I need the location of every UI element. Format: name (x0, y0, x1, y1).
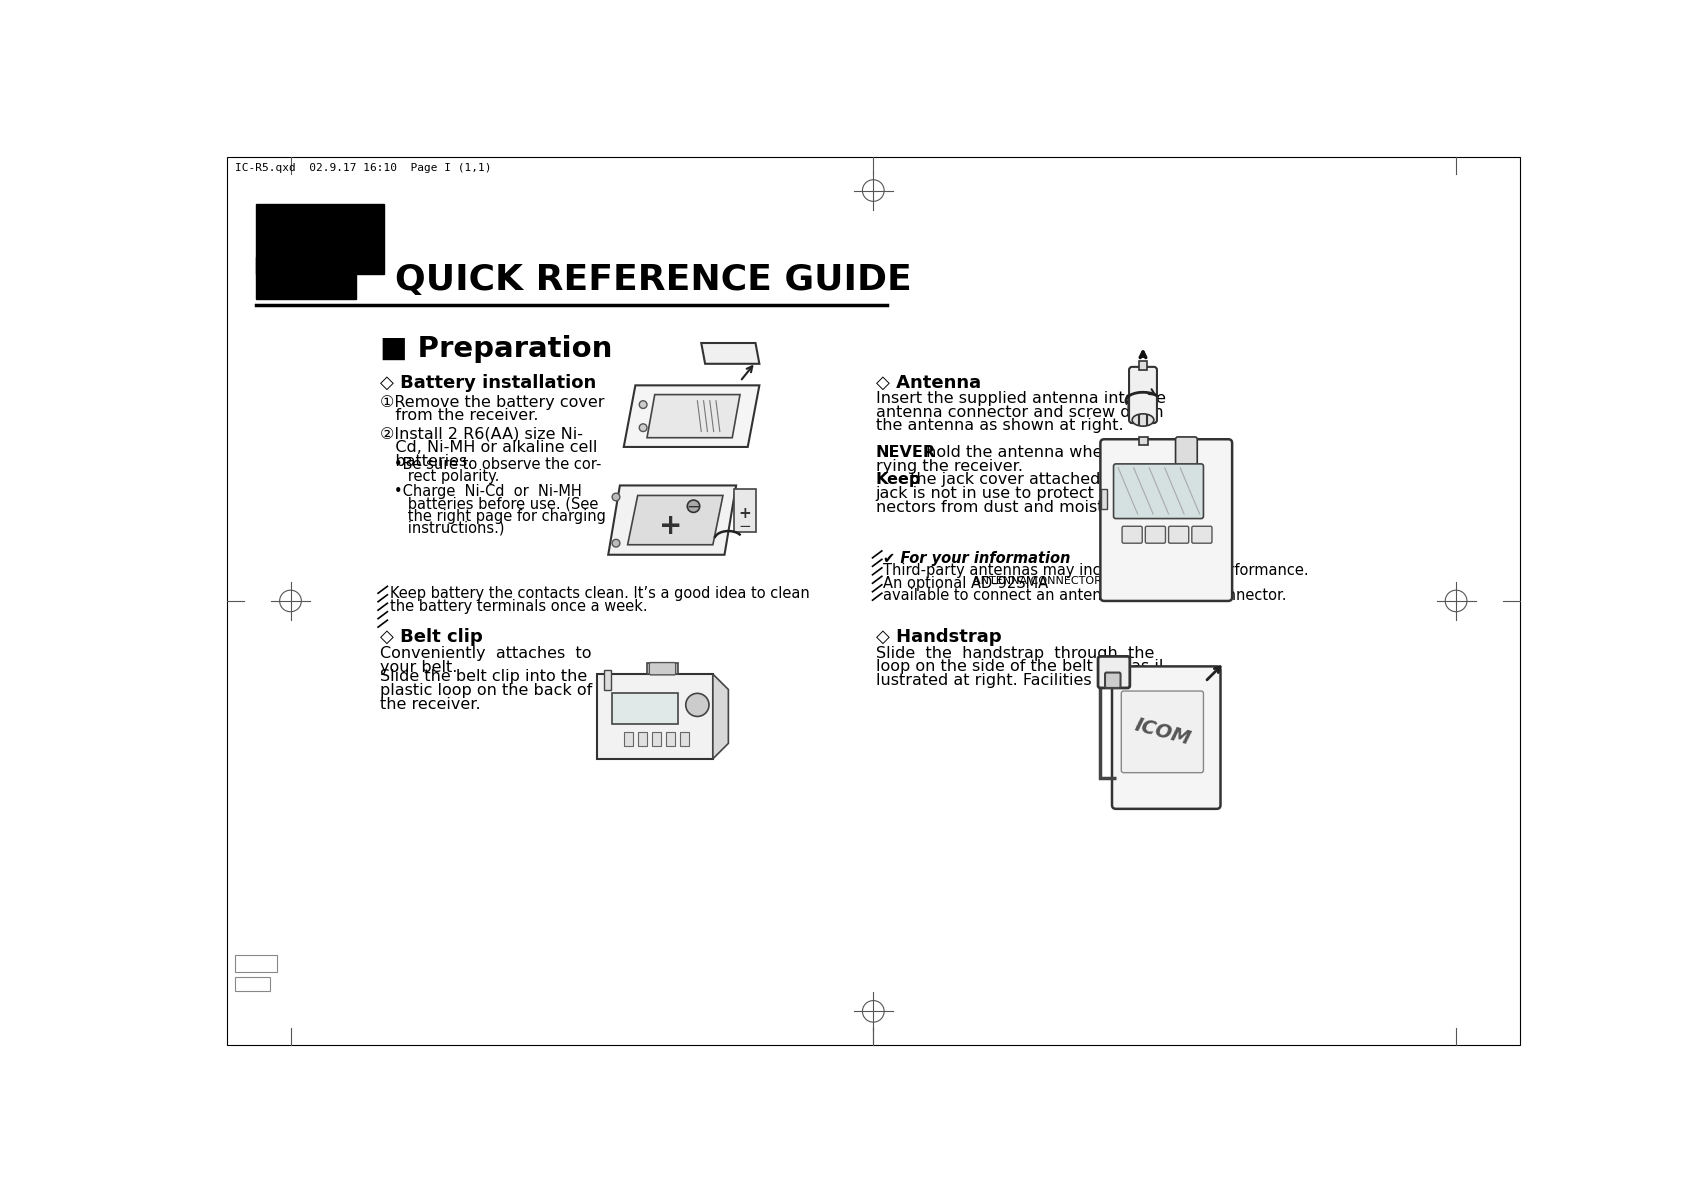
Text: IC-R5.qxd  02.9.17 16:10  Page I (1,1): IC-R5.qxd 02.9.17 16:10 Page I (1,1) (235, 163, 491, 173)
Text: Slide the belt clip into the: Slide the belt clip into the (380, 670, 586, 684)
Text: +: + (738, 507, 751, 521)
Text: Insert the supplied antenna into the: Insert the supplied antenna into the (876, 390, 1166, 406)
Text: jack is not in use to protect the con-: jack is not in use to protect the con- (876, 487, 1166, 501)
Polygon shape (702, 343, 760, 364)
Text: instructions.): instructions.) (380, 521, 504, 536)
Polygon shape (608, 486, 736, 555)
Text: ✔ For your information: ✔ For your information (883, 551, 1070, 566)
Text: the antenna as shown at right.: the antenna as shown at right. (876, 419, 1123, 433)
FancyBboxPatch shape (1145, 526, 1166, 543)
FancyBboxPatch shape (1121, 526, 1142, 543)
Text: ◇ Handstrap: ◇ Handstrap (876, 628, 1002, 646)
Text: −: − (687, 497, 700, 515)
Text: •Be sure to observe the cor-: •Be sure to observe the cor- (380, 457, 602, 472)
Text: ANTENNA CONNECTOR ADAPTER: ANTENNA CONNECTOR ADAPTER (973, 576, 1157, 587)
FancyBboxPatch shape (1113, 464, 1203, 519)
Text: Slide  the  handstrap  through  the: Slide the handstrap through the (876, 646, 1154, 660)
Bar (624, 732, 634, 746)
Text: lustrated at right. Facilities carrying.: lustrated at right. Facilities carrying. (876, 674, 1167, 688)
Text: hold the antenna when car-: hold the antenna when car- (920, 445, 1147, 459)
FancyBboxPatch shape (1113, 666, 1220, 809)
Bar (651, 732, 661, 746)
Text: nectors from dust and moisture.: nectors from dust and moisture. (876, 500, 1135, 515)
Text: ①Remove the battery cover: ①Remove the battery cover (380, 395, 605, 409)
Text: •Charge  Ni-Cd  or  Ni-MH: •Charge Ni-Cd or Ni-MH (380, 484, 581, 499)
Text: antenna connector and screw down: antenna connector and screw down (876, 405, 1164, 420)
Bar (637, 732, 648, 746)
FancyBboxPatch shape (1191, 526, 1212, 543)
Text: Third-party antennas may increase receiver performance.: Third-party antennas may increase receiv… (883, 563, 1309, 578)
FancyBboxPatch shape (1121, 691, 1203, 772)
Polygon shape (624, 386, 760, 447)
Text: ■ Preparation: ■ Preparation (380, 336, 612, 363)
Text: from the receiver.: from the receiver. (380, 408, 538, 424)
Bar (666, 732, 675, 746)
Text: rect polarity.: rect polarity. (380, 469, 499, 484)
Text: ICOM: ICOM (1131, 715, 1193, 749)
Text: QUICK REFERENCE GUIDE: QUICK REFERENCE GUIDE (395, 263, 912, 296)
Polygon shape (648, 663, 678, 674)
Text: Cd, Ni-MH or alkaline cell: Cd, Ni-MH or alkaline cell (380, 440, 596, 455)
Bar (235, 977, 269, 990)
Text: ②Install 2 R6(AA) size Ni-: ②Install 2 R6(AA) size Ni- (380, 426, 583, 441)
FancyBboxPatch shape (1101, 439, 1232, 601)
Circle shape (685, 694, 709, 716)
Circle shape (639, 401, 648, 408)
Text: batteries.: batteries. (380, 453, 472, 469)
Text: plastic loop on the back of: plastic loop on the back of (380, 683, 591, 699)
Bar (256, 205, 383, 274)
Circle shape (612, 493, 620, 501)
Text: the jack cover attached when: the jack cover attached when (905, 472, 1148, 488)
Bar (235, 956, 278, 972)
Text: batteries before use. (See: batteries before use. (See (380, 496, 598, 512)
Text: the battery terminals once a week.: the battery terminals once a week. (390, 599, 648, 614)
Text: loop on the side of the belt clip as il-: loop on the side of the belt clip as il- (876, 659, 1169, 675)
Circle shape (687, 500, 700, 513)
Text: the right page for charging: the right page for charging (380, 508, 605, 524)
Circle shape (639, 424, 648, 432)
Bar (612, 694, 678, 725)
Bar (680, 732, 688, 746)
Text: −: − (738, 519, 751, 534)
Polygon shape (627, 495, 722, 545)
Polygon shape (734, 489, 755, 532)
FancyBboxPatch shape (1130, 367, 1157, 424)
Text: Conveniently  attaches  to: Conveniently attaches to (380, 646, 591, 662)
Bar (256, 257, 356, 299)
Text: ◇ Battery installation: ◇ Battery installation (380, 374, 596, 392)
FancyBboxPatch shape (1169, 526, 1189, 543)
Text: NEVER: NEVER (876, 445, 935, 459)
Text: ◇ Antenna: ◇ Antenna (876, 374, 982, 392)
Text: rying the receiver.: rying the receiver. (876, 458, 1022, 474)
Text: Keep: Keep (876, 472, 920, 488)
FancyBboxPatch shape (649, 663, 676, 675)
Text: the receiver.: the receiver. (380, 697, 481, 712)
Text: An optional AD-92SMA: An optional AD-92SMA (883, 576, 1053, 590)
Polygon shape (648, 395, 740, 438)
FancyBboxPatch shape (1176, 437, 1198, 464)
FancyBboxPatch shape (1097, 657, 1130, 688)
Bar (1140, 437, 1148, 445)
Circle shape (612, 539, 620, 547)
FancyBboxPatch shape (1104, 672, 1121, 688)
Polygon shape (712, 674, 728, 759)
Text: is: is (1183, 576, 1198, 590)
Bar (1101, 489, 1108, 508)
Bar (1140, 361, 1147, 370)
Text: ◇ Belt clip: ◇ Belt clip (380, 628, 482, 646)
Polygon shape (596, 674, 712, 759)
Ellipse shape (1131, 414, 1154, 426)
Bar (605, 670, 610, 689)
Text: +: + (658, 512, 682, 540)
Text: Keep battery the contacts clean. It’s a good idea to clean: Keep battery the contacts clean. It’s a … (390, 587, 809, 601)
Text: available to connect an antenna with a BNC connector.: available to connect an antenna with a B… (883, 588, 1287, 603)
Text: your belt.: your belt. (380, 660, 457, 675)
